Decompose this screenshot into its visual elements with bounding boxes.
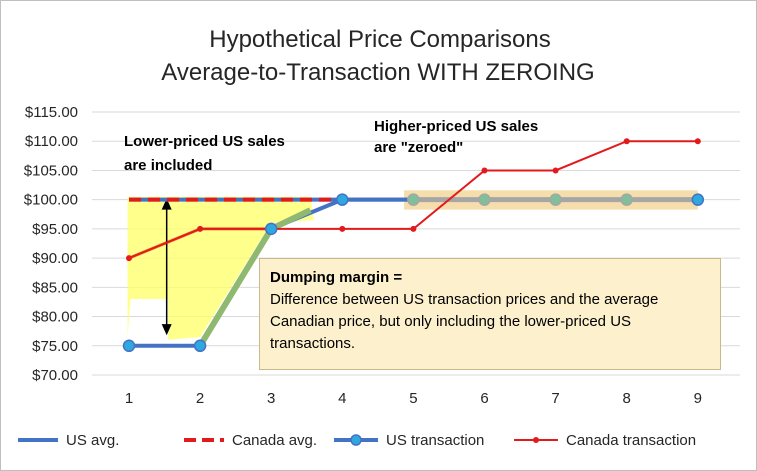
y-tick-label: $100.00 — [24, 192, 78, 209]
y-tick-label: $85.00 — [32, 279, 78, 296]
legend-label-canada-transaction: Canada transaction — [566, 432, 696, 449]
legend-label-canada-avg: Canada avg. — [232, 432, 317, 449]
chart-title-line-2: Average-to-Transaction WITH ZEROING — [161, 59, 594, 86]
x-tick-label: 6 — [480, 390, 488, 407]
y-tick-label: $75.00 — [32, 338, 78, 355]
higher-priced-annotation-line-2: are "zeroed" — [374, 139, 463, 156]
us-transaction-point — [478, 193, 491, 206]
chart-title-line-1: Hypothetical Price Comparisons — [209, 26, 550, 53]
legend: US avg. Canada avg. US transaction Canad… — [18, 432, 696, 449]
x-tick-label: 4 — [338, 390, 346, 407]
y-tick-label: $90.00 — [32, 250, 78, 267]
margin-arrow-head-up — [161, 198, 172, 210]
x-tick-label: 1 — [125, 390, 133, 407]
us-transaction-point — [407, 193, 420, 206]
y-tick-label: $70.00 — [32, 367, 78, 384]
y-tick-label: $110.00 — [25, 133, 78, 150]
canada-transaction-point — [410, 225, 417, 232]
margin-arrow-head-down — [161, 324, 172, 336]
us-transaction-point — [691, 193, 705, 206]
y-tick-label: $105.00 — [24, 162, 78, 179]
canada-transaction-point — [481, 167, 488, 174]
us-transaction-point — [122, 339, 136, 353]
x-tick-label: 5 — [409, 390, 417, 407]
dumping-margin-callout: Dumping margin = Difference between US t… — [259, 258, 721, 370]
higher-priced-annotation-line-1: Higher-priced US sales — [374, 118, 538, 135]
lower-priced-annotation-line-1: Lower-priced US sales — [124, 133, 285, 150]
dumping-margin-body: Difference between US transaction prices… — [270, 291, 659, 352]
us-transaction-point — [264, 222, 278, 236]
us-transaction-point — [193, 339, 207, 353]
us-transaction-point — [336, 193, 349, 206]
x-tick-label: 2 — [196, 390, 204, 407]
y-tick-label: $80.00 — [32, 309, 78, 326]
included-sales-highlight — [127, 196, 314, 340]
x-tick-label: 9 — [694, 390, 702, 407]
series-markers — [122, 138, 705, 353]
lower-priced-annotation-line-2: are included — [124, 157, 212, 174]
legend-label-us-avg: US avg. — [66, 432, 119, 449]
canada-transaction-point — [339, 225, 346, 232]
x-tick-label: 8 — [623, 390, 631, 407]
legend-label-us-transaction: US transaction — [386, 432, 484, 449]
y-axis-tick-labels: $115.00 $110.00 $105.00 $100.00 $95.00 $90.00… — [24, 104, 78, 384]
x-axis-tick-labels: 1 2 3 4 5 6 7 8 9 — [125, 390, 702, 407]
y-tick-label: $95.00 — [32, 221, 78, 238]
dumping-margin-heading: Dumping margin = — [270, 269, 403, 286]
legend-marker-canada-transaction — [533, 437, 539, 443]
legend-marker-us-transaction — [350, 434, 362, 446]
canada-transaction-point — [197, 225, 204, 232]
us-transaction-point — [549, 193, 562, 206]
canada-transaction-point — [126, 255, 132, 262]
canada-transaction-point — [694, 138, 701, 145]
canada-transaction-point — [552, 167, 559, 174]
us-transaction-point — [620, 193, 633, 206]
x-tick-label: 7 — [551, 390, 559, 407]
canada-transaction-point — [623, 138, 630, 145]
x-tick-label: 3 — [267, 390, 275, 407]
y-tick-label: $115.00 — [25, 104, 78, 121]
